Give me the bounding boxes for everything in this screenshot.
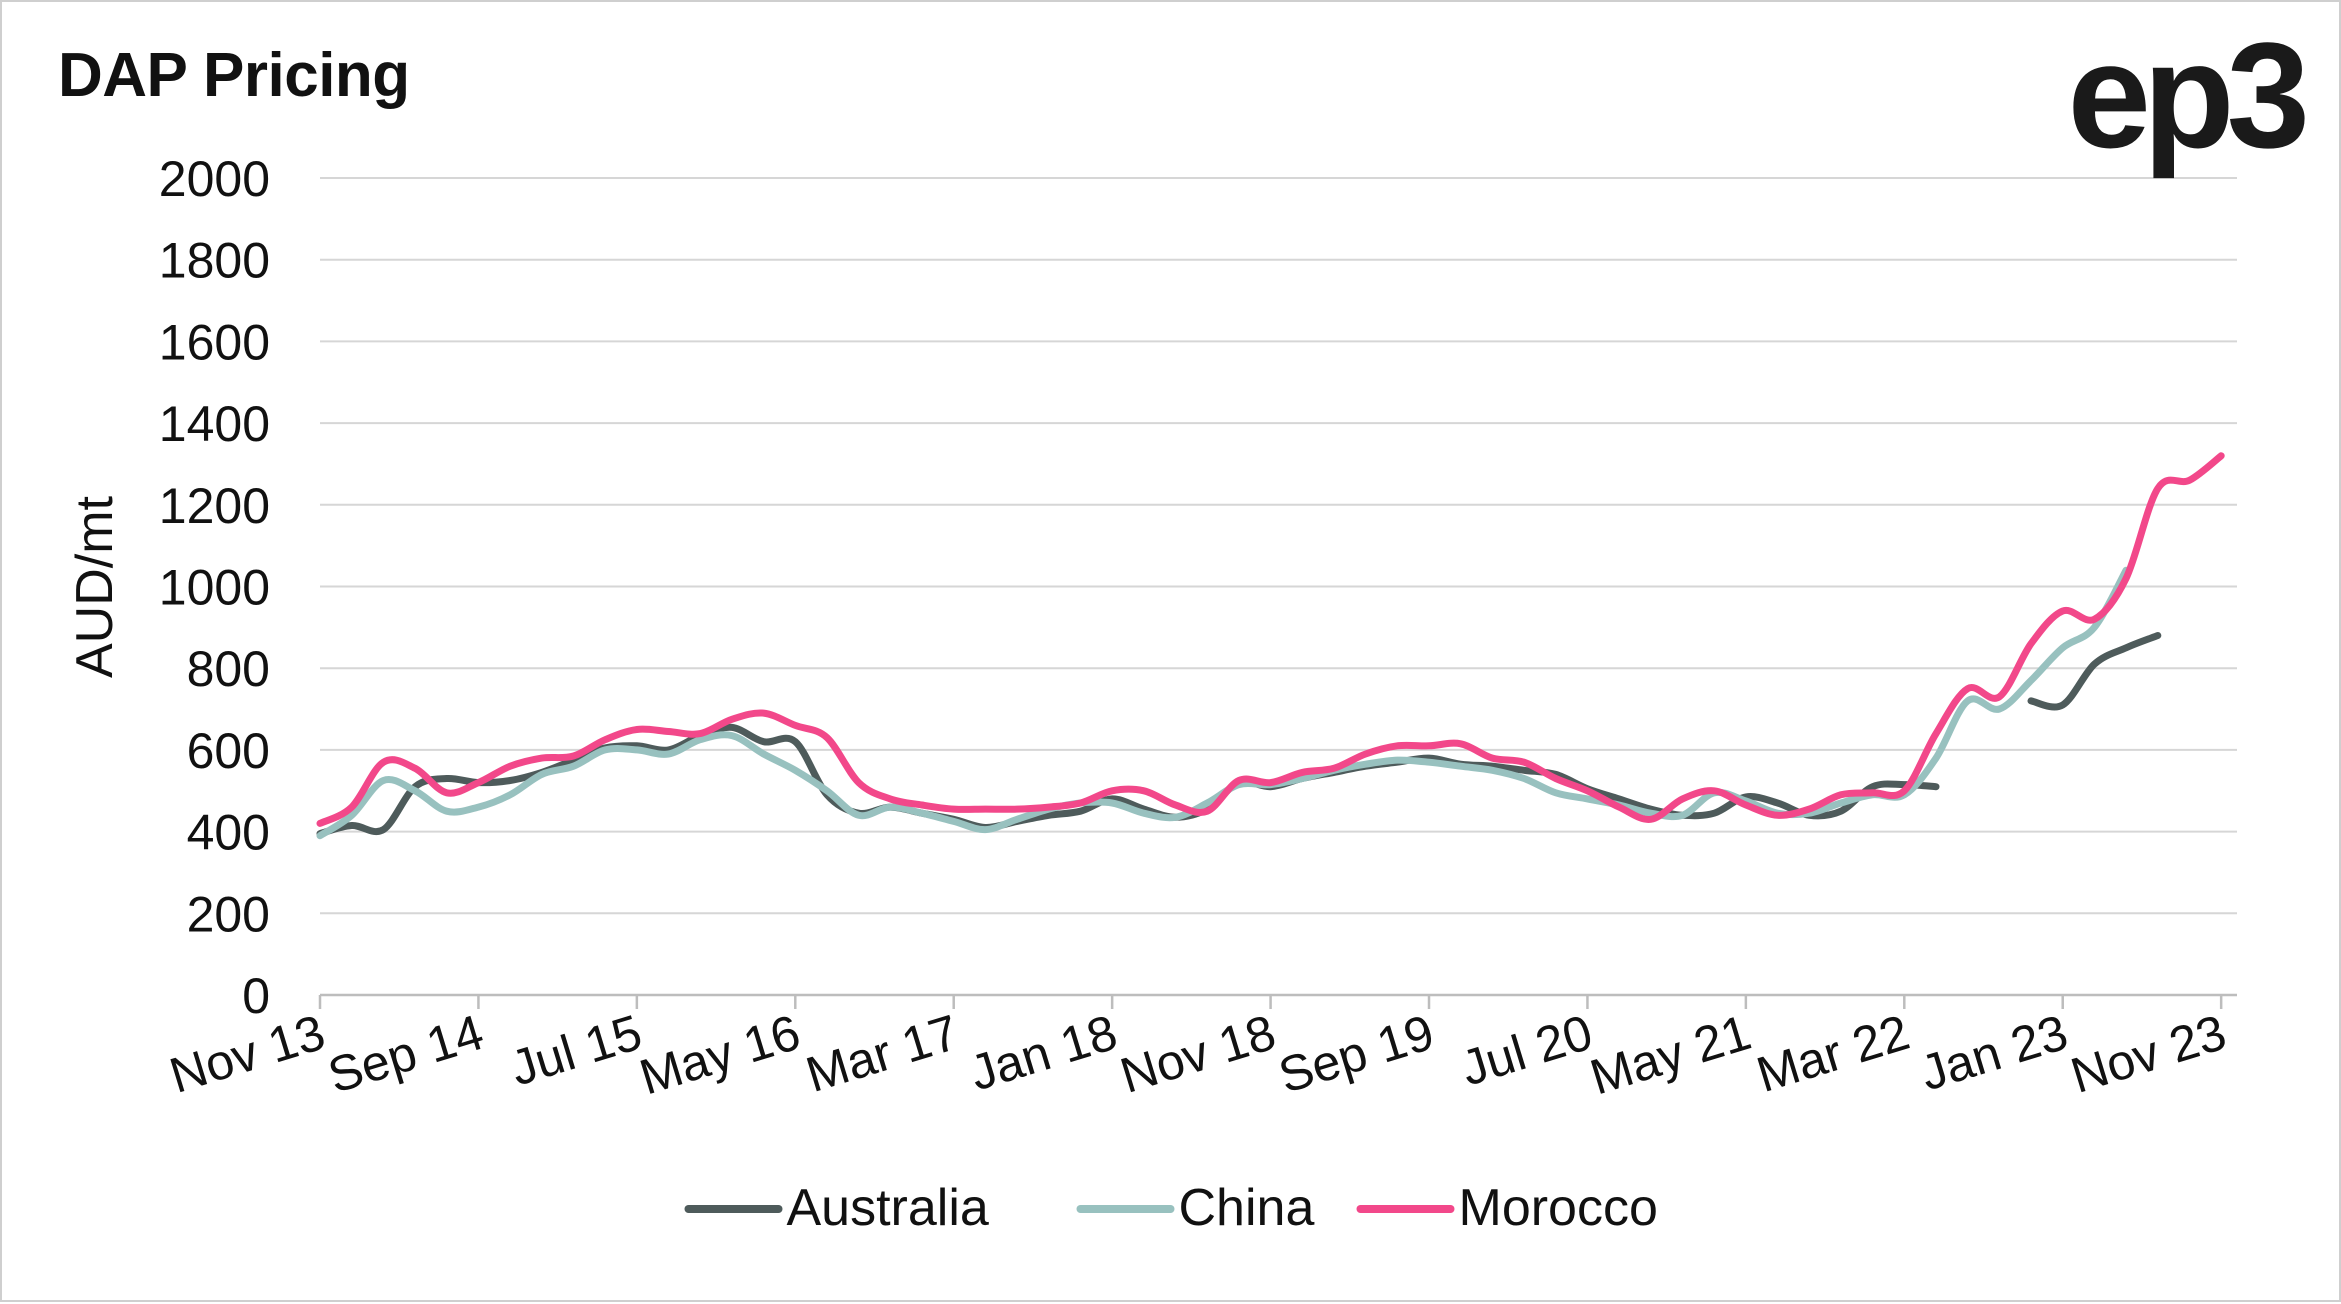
series-line-australia-0 [316,723,1940,838]
series-line-morocco-0 [316,452,2225,827]
y-axis-label: AUD/mt [66,495,124,678]
series-line-australia-1 [2027,632,2162,711]
y-tick-label-800: 800 [187,641,270,697]
x-tick-label-8: Jul 20 [1455,1004,1599,1097]
y-tick-label-400: 400 [187,805,270,861]
x-tick-label-11: Jan 23 [1914,1004,2074,1101]
y-tick-label-2000: 2000 [159,151,270,207]
y-tick-label-200: 200 [187,886,270,942]
y-tick-label-1000: 1000 [159,560,270,616]
x-tick-label-6: Nov 18 [1114,1004,1282,1104]
legend-label-morocco: Morocco [1459,1179,1658,1237]
axis-layer: 0 200 400 600 800 1000 1200 1400 1600 1800 2000 Nov… [159,151,2237,1105]
x-tick-label-12: Nov 23 [2064,1004,2232,1104]
x-tick-label-7: Sep 19 [1272,1004,1440,1104]
x-tick-label-4: Mar 17 [800,1004,965,1103]
y-tick-label-1400: 1400 [159,396,270,452]
x-tick-label-3: May 16 [633,1004,806,1105]
y-tick-label-1200: 1200 [159,478,270,534]
y-tick-label-1600: 1600 [159,314,270,370]
grid-layer [320,177,2237,915]
series-layer [316,452,2225,840]
y-tick-label-0: 0 [242,968,270,1024]
x-tick-label-5: Jan 18 [963,1004,1123,1101]
ep3-logo: ep3 [2068,11,2305,179]
x-tick-label-9: May 21 [1584,1004,1757,1105]
x-tick-label-10: Mar 22 [1750,1004,1915,1103]
x-tick-label-1: Sep 14 [322,1004,490,1104]
x-tick-label-2: Jul 15 [504,1004,648,1097]
chart-title: DAP Pricing [58,41,410,110]
legend-layer: Australia China Morocco [684,1179,1658,1237]
y-tick-label-1800: 1800 [159,233,270,289]
y-tick-label-600: 600 [187,723,270,779]
legend-label-china: China [1179,1179,1315,1237]
legend-label-australia: Australia [787,1179,989,1237]
